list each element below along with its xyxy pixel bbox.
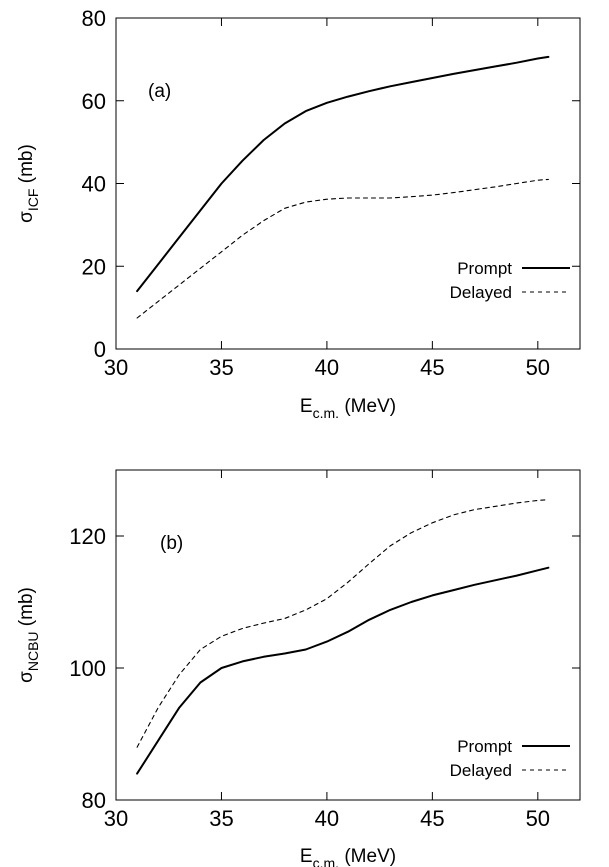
- x-tick-label: 50: [526, 355, 550, 380]
- y-tick-label: 20: [82, 254, 106, 279]
- y-axis-label: σICF (mb): [16, 144, 41, 223]
- x-tick-label: 40: [315, 806, 339, 831]
- x-tick-label: 35: [209, 806, 233, 831]
- series-line-delayed: [136, 499, 549, 748]
- y-axis-label: σNCBU (mb): [16, 587, 41, 683]
- x-tick-label: 45: [420, 355, 444, 380]
- plot-frame: [115, 469, 581, 801]
- x-axis-label: Ec.m. (MeV): [300, 396, 396, 421]
- x-tick-label: 50: [526, 806, 550, 831]
- legend-label-delayed: Delayed: [450, 283, 512, 302]
- x-tick-label: 45: [420, 806, 444, 831]
- legend-label-delayed: Delayed: [450, 761, 512, 780]
- y-tick-label: 100: [69, 656, 106, 681]
- y-tick-label: 120: [69, 524, 106, 549]
- x-tick-label: 40: [315, 355, 339, 380]
- y-tick-label: 60: [82, 89, 106, 114]
- series-line-prompt: [136, 566, 550, 775]
- x-tick-label: 35: [209, 355, 233, 380]
- legend-label-prompt: Prompt: [457, 259, 512, 278]
- series-line-prompt: [136, 55, 550, 293]
- y-tick-label: 0: [94, 337, 106, 362]
- panel-label: (b): [160, 533, 183, 554]
- x-tick-label: 30: [104, 806, 128, 831]
- y-tick-label: 40: [82, 172, 106, 197]
- x-tick-label: 30: [104, 355, 128, 380]
- series-line-delayed: [136, 178, 549, 319]
- panel-b-chart: 30 35 40 45 50 80 100 120 (b) Prompt Delayed Ec.m. …: [16, 469, 581, 867]
- x-axis-label: Ec.m. (MeV): [300, 846, 396, 867]
- legend-label-prompt: Prompt: [457, 737, 512, 756]
- y-tick-label: 80: [82, 788, 106, 813]
- y-tick-label: 80: [82, 6, 106, 31]
- panel-label: (a): [148, 81, 171, 102]
- panel-a-chart: 30 35 40 45 50 0 20 40 60 80 (a) Prompt Delayed Ec.m.…: [16, 6, 581, 421]
